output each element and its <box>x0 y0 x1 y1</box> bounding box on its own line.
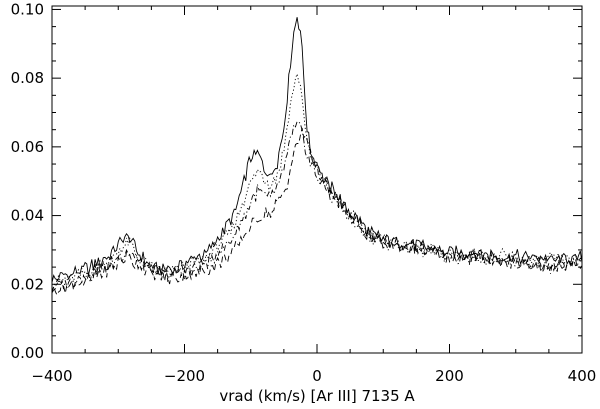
y-tick-label: 0.06 <box>11 138 44 156</box>
y-tick-label: 0.02 <box>11 275 44 293</box>
plot-frame <box>51 5 583 354</box>
x-tick-label: 0 <box>312 367 322 385</box>
x-tick-label: −200 <box>164 367 205 385</box>
ticks-group <box>51 6 583 354</box>
series-line-dashdot <box>51 121 583 294</box>
series-group <box>51 17 583 297</box>
tick-labels-group: −400 −200 0 200 400 0.00 0.02 0.04 0.06 0.08 0.10 <box>11 0 597 385</box>
x-tick-label: −400 <box>31 367 72 385</box>
y-tick-label: 0.08 <box>11 69 44 87</box>
x-axis-title: vrad (km/s) [Ar III] 7135 A <box>219 387 415 405</box>
y-tick-label: 0.00 <box>11 344 44 362</box>
y-tick-label: 0.04 <box>11 207 44 225</box>
series-line-dashed <box>51 127 583 297</box>
series-line-solid <box>51 17 583 283</box>
x-tick-label: 200 <box>435 367 464 385</box>
y-tick-label: 0.10 <box>11 0 44 18</box>
x-tick-label: 400 <box>568 367 597 385</box>
